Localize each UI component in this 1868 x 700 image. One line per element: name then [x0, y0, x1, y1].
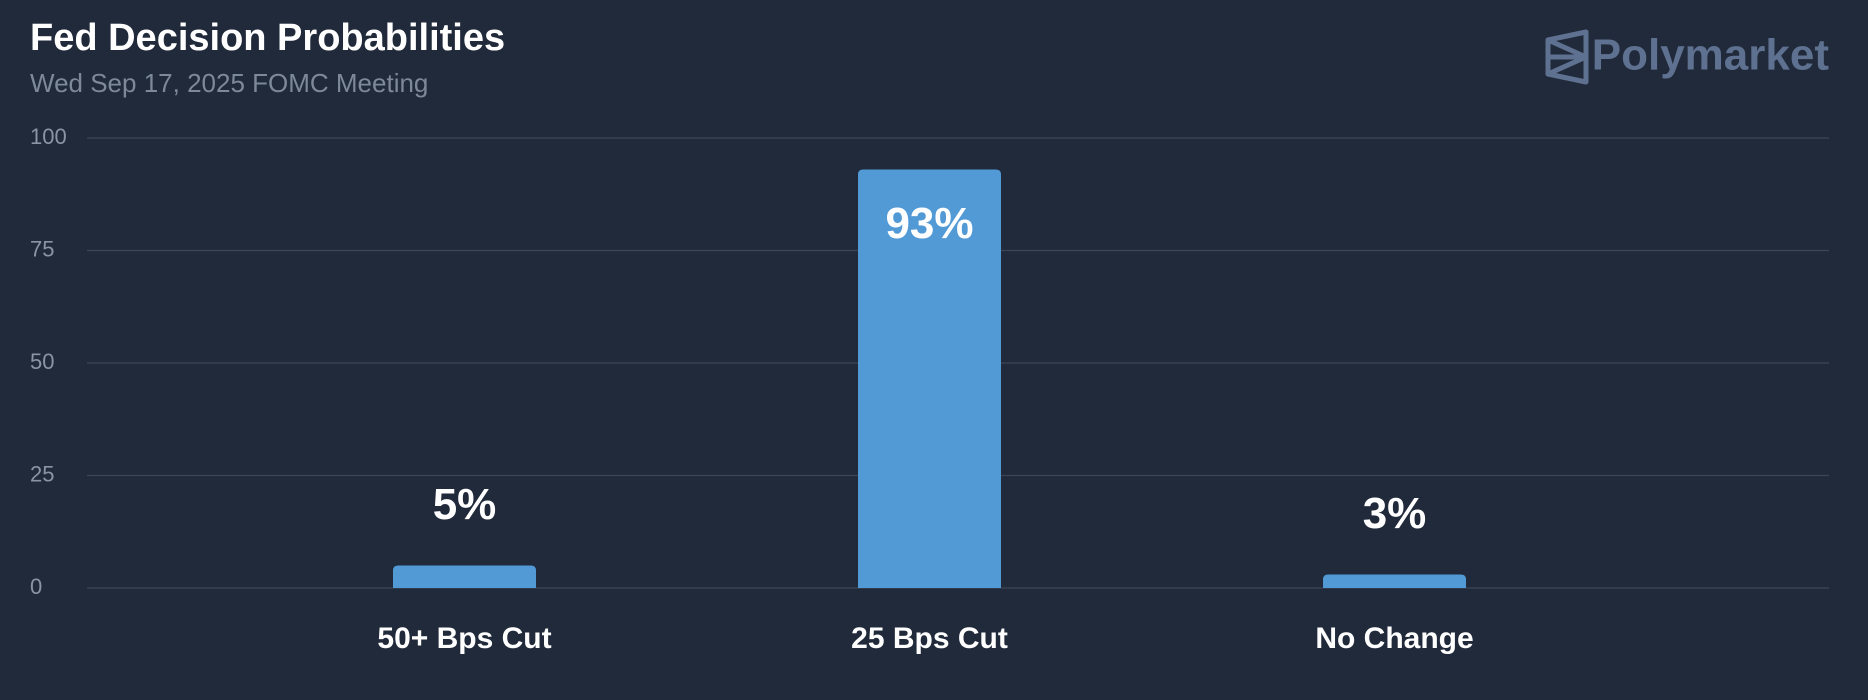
bar [858, 169, 1001, 588]
x-tick-label: No Change [1315, 622, 1473, 655]
y-tick-label: 100 [30, 124, 67, 149]
brand-icon [1545, 29, 1589, 85]
bar [393, 565, 536, 588]
y-tick-label: 25 [30, 461, 54, 486]
bar [1323, 574, 1466, 588]
y-tick-label: 0 [30, 574, 42, 599]
data-label: 3% [1363, 489, 1427, 538]
data-label: 93% [885, 199, 973, 248]
x-tick-label: 25 Bps Cut [851, 622, 1008, 655]
chart-title: Fed Decision Probabilities [30, 17, 505, 59]
x-tick-label: 50+ Bps Cut [377, 622, 551, 655]
brand-name: Polymarket [1592, 31, 1830, 80]
chart-subtitle: Wed Sep 17, 2025 FOMC Meeting [30, 68, 428, 98]
data-label: 5% [433, 480, 497, 529]
brand-logo: Polymarket [1545, 29, 1830, 85]
y-tick-label: 50 [30, 349, 54, 374]
y-tick-label: 75 [30, 236, 54, 261]
